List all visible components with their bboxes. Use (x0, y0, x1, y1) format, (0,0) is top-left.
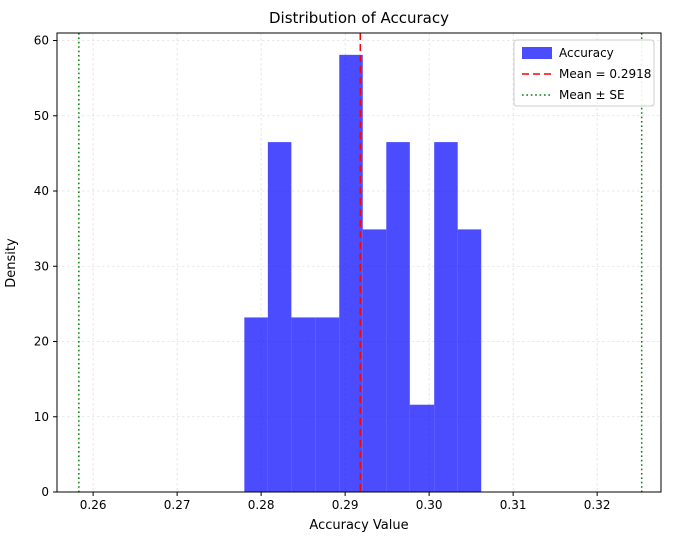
histogram-bar (339, 54, 363, 492)
x-tick-label: 0.32 (584, 498, 611, 512)
legend-label: Accuracy (559, 46, 614, 60)
histogram-bar (291, 317, 316, 492)
histogram-bar (362, 229, 387, 493)
y-tick-label: 30 (34, 259, 49, 273)
histogram-bar (315, 317, 340, 492)
y-tick-label: 10 (34, 410, 49, 424)
histogram-bar (386, 142, 410, 492)
y-tick-label: 60 (34, 34, 49, 48)
x-tick-label: 0.28 (248, 498, 275, 512)
histogram-bar (244, 317, 268, 492)
histogram-bar (267, 142, 292, 492)
x-tick-label: 0.27 (164, 498, 191, 512)
histogram-bar (434, 142, 458, 492)
histogram-bar (457, 229, 482, 493)
legend-label: Mean = 0.2918 (559, 67, 651, 81)
x-tick-label: 0.29 (332, 498, 359, 512)
axes-frame-layer (56, 32, 662, 493)
bars-layer (244, 54, 482, 493)
reference-lines-layer (78, 33, 643, 492)
axes-frame (56, 32, 662, 493)
histogram-bar (409, 404, 435, 492)
y-tick-label: 50 (34, 109, 49, 123)
legend-label: Mean ± SE (559, 88, 625, 102)
x-axis-label: Accuracy Value (309, 518, 408, 533)
y-tick-label: 20 (34, 335, 49, 349)
x-tick-label: 0.31 (500, 498, 527, 512)
x-tick-label: 0.26 (80, 498, 107, 512)
ticks-layer: 0.26 0.27 0.28 0.29 0.30 0.31 0.32 0 10 20 30 40 50 6… (34, 34, 611, 512)
y-tick-label: 0 (41, 485, 49, 499)
x-tick-label: 0.30 (416, 498, 443, 512)
chart-title: Distribution of Accuracy (269, 9, 449, 27)
y-axis-label: Density (4, 238, 19, 288)
y-tick-label: 40 (34, 184, 49, 198)
legend: Accuracy Mean = 0.2918 Mean ± SE (513, 39, 655, 107)
legend-key-accuracy-swatch (522, 47, 552, 59)
